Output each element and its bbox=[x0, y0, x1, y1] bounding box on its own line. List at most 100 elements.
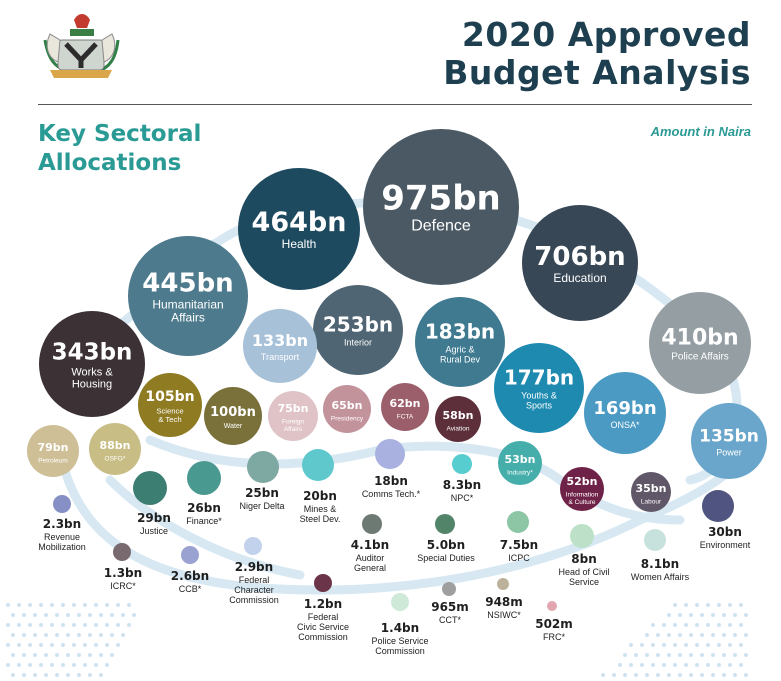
value-label-justice: 29bn bbox=[137, 511, 171, 525]
category-label-power: Power bbox=[716, 447, 742, 457]
bubble-presidency: 65bn Presidency bbox=[323, 385, 371, 433]
category-label-agric-rural-dev: Agric & bbox=[445, 344, 474, 354]
value-label-transport: 133bn bbox=[252, 331, 308, 350]
bubble-circle-interior bbox=[313, 285, 403, 375]
bubble-transport: 133bn Transport bbox=[243, 309, 317, 383]
category-label-fcta: FCTA bbox=[397, 413, 414, 420]
bubble-circle-agric-rural-dev bbox=[415, 297, 505, 387]
bubble-circle-nsiwc bbox=[497, 578, 509, 590]
value-label-8-1bn: 8.1bn bbox=[641, 557, 679, 571]
bubble-circle-8-1bn bbox=[644, 529, 666, 551]
category-label-revenue-mobilization: Mobilization bbox=[38, 542, 86, 552]
value-label-frc: 502m bbox=[535, 617, 573, 631]
bubble-circle-labour bbox=[631, 472, 671, 512]
category-label-labour: Labour bbox=[641, 498, 662, 505]
bubbles: 975bnDefence706bnEducation464bnHealth445… bbox=[27, 129, 767, 656]
value-label-health: 464bn bbox=[252, 207, 347, 238]
bubble-circle-onsa bbox=[584, 372, 666, 454]
value-label-federal-civic-service-commission: 1.2bn bbox=[304, 597, 342, 611]
value-label-fcta: 62bn bbox=[389, 397, 420, 410]
category-label-foreign-affairs: Foreign bbox=[282, 419, 304, 426]
category-label-science-tech: Science bbox=[156, 406, 183, 415]
bubble-circle-information-culture bbox=[560, 467, 604, 511]
unit-note: Amount in Naira bbox=[650, 124, 751, 139]
bubble-circle-federal-civic-service-commission bbox=[314, 574, 332, 592]
value-label-defence: 975bn bbox=[381, 178, 501, 218]
bubble-circle-health bbox=[238, 168, 360, 290]
value-label-humanitarian-affairs: 445bn bbox=[142, 268, 233, 298]
bubble-circle-presidency bbox=[323, 385, 371, 433]
category-label-federal-civic-service-commission: Commission bbox=[298, 632, 348, 642]
bubble-circle-icpc bbox=[507, 511, 529, 533]
category-label-icpc: ICPC bbox=[508, 553, 530, 563]
category-label-auditor-general: Auditor bbox=[356, 553, 385, 563]
category-label-special-duties: Special Duties bbox=[417, 553, 475, 563]
bubble-circle-mines-steel-dev bbox=[302, 449, 334, 481]
value-label-foreign-affairs: 75bn bbox=[277, 402, 308, 415]
category-label-federal-civic-service-commission: Civic Service bbox=[297, 622, 349, 632]
category-label-comms-tech: Comms Tech.* bbox=[362, 489, 421, 499]
subtitle-line-2: Allocations bbox=[38, 150, 182, 176]
bubble-circle-science-tech bbox=[138, 373, 202, 437]
bubble-circle-education bbox=[522, 205, 638, 321]
category-label-youths-sports: Sports bbox=[526, 400, 553, 410]
bubble-aviation: 58bn Aviation bbox=[435, 396, 481, 442]
bubble-circle-foreign-affairs bbox=[268, 391, 318, 441]
category-label-interior: Interior bbox=[344, 337, 372, 347]
bubble-circle-federal-character-commission bbox=[244, 537, 262, 555]
decorative-dot-pattern bbox=[6, 603, 748, 677]
category-label-nsiwc: NSIWC* bbox=[487, 610, 521, 620]
category-label-industry: Industry* bbox=[507, 469, 533, 476]
coat-of-arms-logo bbox=[43, 14, 120, 78]
bubble-circle-icrc bbox=[113, 543, 131, 561]
category-label-presidency: Presidency bbox=[331, 415, 364, 422]
category-label-onsa: ONSA* bbox=[610, 420, 640, 430]
value-label-head-of-civil-service: 8bn bbox=[571, 552, 596, 566]
bubble-industry: 53bn Industry* bbox=[498, 441, 542, 485]
value-label-ccb: 2.6bn bbox=[171, 569, 209, 583]
value-label-power: 135bn bbox=[699, 426, 759, 446]
category-label-youths-sports: Youths & bbox=[521, 390, 557, 400]
value-label-nsiwc: 948m bbox=[485, 595, 523, 609]
category-label-mines-steel-dev: Steel Dev. bbox=[300, 514, 341, 524]
category-label-works-housing: Works & bbox=[71, 366, 113, 378]
category-label-water: Water bbox=[224, 423, 243, 430]
bubble-circle-police-affairs bbox=[649, 292, 751, 394]
category-label-ccb: CCB* bbox=[179, 584, 202, 594]
value-label-aviation: 58bn bbox=[442, 409, 473, 422]
category-label-health: Health bbox=[282, 237, 317, 251]
category-label-police-service-commission: Commission bbox=[375, 646, 425, 656]
bubble-circle-special-duties bbox=[435, 514, 455, 534]
value-label-interior: 253bn bbox=[323, 312, 393, 336]
bubble-petroleum: 79bn Petroleum bbox=[27, 425, 79, 477]
bubble-circle-power bbox=[691, 403, 767, 479]
bubble-fcta: 62bn FCTA bbox=[381, 383, 429, 431]
category-label-justice: Justice bbox=[140, 526, 168, 536]
bubble-circle-humanitarian-affairs bbox=[128, 236, 248, 356]
value-label-environment: 30bn bbox=[708, 525, 742, 539]
value-label-education: 706bn bbox=[534, 242, 625, 272]
value-label-industry: 53bn bbox=[504, 453, 535, 466]
bubble-labour: 35bn Labour bbox=[631, 472, 671, 512]
category-label-foreign-affairs: Affairs bbox=[284, 426, 303, 433]
category-label-icrc: ICRC* bbox=[110, 581, 136, 591]
category-label-petroleum: Petroleum bbox=[38, 457, 68, 464]
